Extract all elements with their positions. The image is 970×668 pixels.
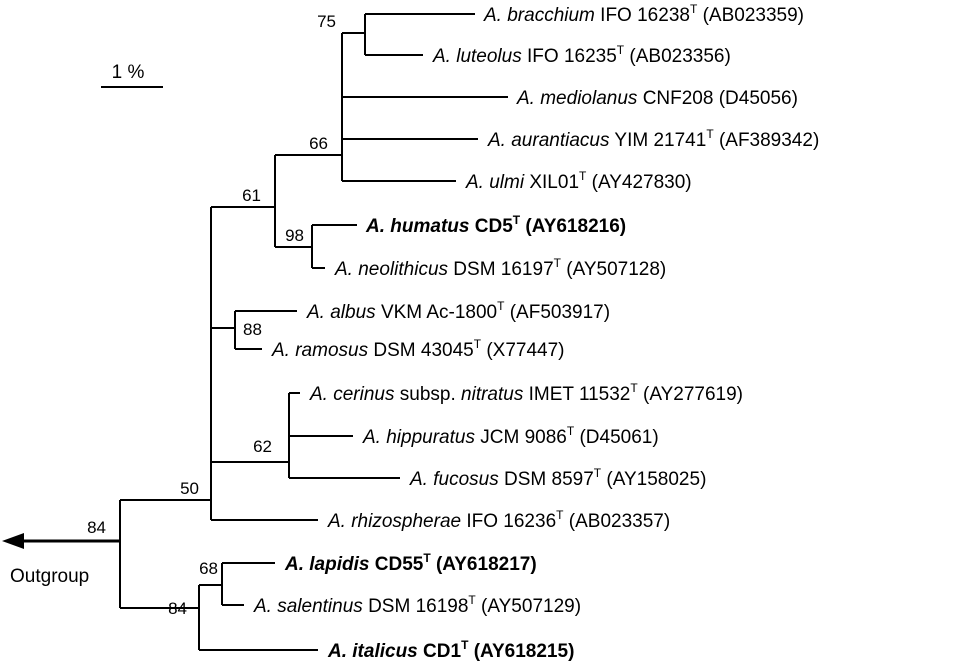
taxon-label-fucosus: A. fucosus DSM 8597T (AY158025)	[409, 466, 706, 490]
taxon-label-luteolus: A. luteolus IFO 16235T (AB023356)	[432, 43, 731, 67]
bootstrap-84-root: 84	[87, 518, 106, 537]
scale-bar-label: 1 %	[112, 62, 145, 83]
taxon-species: bracchium	[507, 5, 595, 26]
bootstrap-62: 62	[253, 437, 272, 456]
taxon-label-rhizospherae: A. rhizospherae IFO 16236T (AB023357)	[327, 508, 670, 532]
bootstrap-88: 88	[243, 320, 262, 339]
taxon-label-humatus: A. humatus CD5T (AY618216)	[365, 213, 626, 237]
taxon-label-ulmi: A. ulmi XIL01T (AY427830)	[465, 169, 692, 193]
bootstrap-66: 66	[309, 134, 328, 153]
taxon-label-mediolanus: A. mediolanus CNF208 (D45056)	[516, 88, 798, 109]
taxon-label-aurantiacus: A. aurantiacus YIM 21741T (AF389342)	[487, 127, 819, 151]
bootstrap-84-lower: 84	[168, 599, 187, 618]
taxon-strain: IFO 16238	[600, 5, 690, 26]
taxon-label-italicus: A. italicus CD1T (AY618215)	[327, 638, 574, 662]
bootstrap-68: 68	[199, 559, 218, 578]
taxon-genus: A.	[483, 5, 502, 26]
bootstrap-61: 61	[242, 186, 261, 205]
bootstrap-50: 50	[180, 479, 199, 498]
taxon-label-neolithicus: A. neolithicus DSM 16197T (AY507128)	[334, 256, 666, 280]
outgroup-label: Outgroup	[10, 566, 89, 587]
taxon-label-salentinus: A. salentinus DSM 16198T (AY507129)	[253, 593, 581, 617]
bootstrap-75: 75	[317, 12, 336, 31]
taxon-label-cerinus: A. cerinus subsp. nitratus IMET 11532T (…	[309, 381, 743, 405]
taxon-accession: (AB023359)	[703, 5, 804, 26]
taxon-label-hippuratus: A. hippuratus JCM 9086T (D45061)	[362, 424, 659, 448]
bootstrap-98: 98	[285, 226, 304, 245]
outgroup-arrow-icon	[2, 533, 24, 549]
taxon-label-bracchium: A. bracchium IFO 16238T (AB023359)	[483, 2, 804, 26]
taxon-label-ramosus: A. ramosus DSM 43045T (X77447)	[271, 337, 565, 361]
taxon-label-lapidis: A. lapidis CD55T (AY618217)	[284, 551, 537, 575]
taxon-label-albus: A. albus VKM Ac-1800T (AF503917)	[306, 299, 610, 323]
